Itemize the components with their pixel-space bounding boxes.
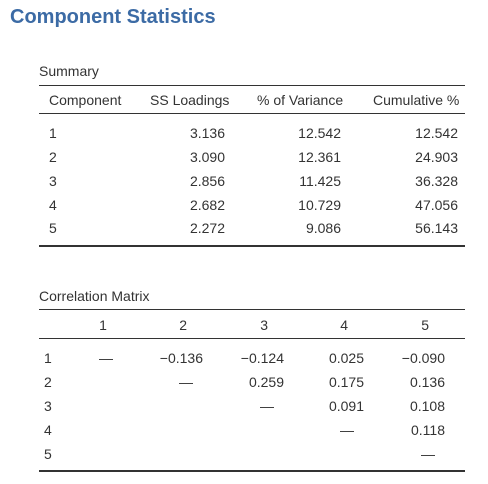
correlation-cell: — <box>99 350 113 366</box>
summary-header-component: Component <box>49 92 122 108</box>
correlation-header-2: 2 <box>179 317 187 333</box>
correlation-header-4: 4 <box>340 317 348 333</box>
summary-cell-pct-variance: 12.361 <box>298 149 341 165</box>
correlation-header-3: 3 <box>260 317 268 333</box>
summary-cell-ss-loadings: 2.856 <box>189 173 225 189</box>
summary-bottom-rule <box>39 245 465 247</box>
summary-cell-ss-loadings: 2.272 <box>189 220 225 236</box>
correlation-row-label: 1 <box>44 350 52 366</box>
correlation-cell: 0.118 <box>411 422 445 438</box>
summary-cell-pct-variance: 9.086 <box>305 220 341 236</box>
summary-cell-pct-variance: 11.425 <box>299 173 341 189</box>
summary-cell-cumulative: 12.542 <box>415 125 458 141</box>
correlation-top-rule <box>39 309 465 310</box>
correlation-cell: 0.025 <box>328 350 364 366</box>
correlation-cell: 0.259 <box>248 374 284 390</box>
correlation-cell: — <box>179 374 193 390</box>
summary-cell-cumulative: 47.056 <box>415 197 458 213</box>
correlation-cell: — <box>260 398 274 414</box>
correlation-row-label: 5 <box>44 446 52 462</box>
summary-cell-ss-loadings: 2.682 <box>189 197 225 213</box>
summary-top-rule <box>39 85 465 86</box>
correlation-cell: 0.175 <box>328 374 364 390</box>
summary-cell-cumulative: 56.143 <box>415 220 458 236</box>
summary-header-pct-variance: % of Variance <box>257 92 344 108</box>
summary-cell-ss-loadings: 3.090 <box>189 149 225 165</box>
summary-cell-component: 2 <box>49 149 57 165</box>
summary-cell-pct-variance: 12.542 <box>298 125 341 141</box>
summary-cell-component: 5 <box>49 220 57 236</box>
correlation-cell: −0.124 <box>240 350 284 366</box>
summary-cell-ss-loadings: 3.136 <box>189 125 225 141</box>
correlation-cell: −0.136 <box>159 350 203 366</box>
page-title: Component Statistics <box>10 6 216 28</box>
summary-cell-cumulative: 24.903 <box>415 149 458 165</box>
correlation-header-rule <box>39 338 465 339</box>
correlation-header-5: 5 <box>421 317 429 333</box>
summary-header-ss-loadings: SS Loadings <box>150 92 230 108</box>
correlation-cell: 0.108 <box>409 398 445 414</box>
summary-cell-pct-variance: 10.729 <box>298 197 341 213</box>
summary-cell-component: 4 <box>49 197 57 213</box>
correlation-row-label: 2 <box>44 374 52 390</box>
correlation-row-label: 4 <box>44 422 52 438</box>
correlation-row-label: 3 <box>44 398 52 414</box>
correlation-cell: −0.090 <box>401 350 445 366</box>
summary-cell-cumulative: 36.328 <box>415 173 458 189</box>
summary-header-rule <box>39 113 465 114</box>
correlation-cell: — <box>340 422 354 438</box>
summary-cell-component: 3 <box>49 173 57 189</box>
summary-caption: Summary <box>39 63 99 79</box>
summary-header-cumulative: Cumulative % <box>373 92 460 108</box>
summary-cell-component: 1 <box>49 125 57 141</box>
correlation-header-1: 1 <box>99 317 107 333</box>
correlation-caption: Correlation Matrix <box>39 288 150 304</box>
correlation-bottom-rule <box>39 470 465 472</box>
correlation-cell: 0.136 <box>409 374 445 390</box>
correlation-cell: 0.091 <box>328 398 364 414</box>
correlation-cell: — <box>421 446 435 462</box>
